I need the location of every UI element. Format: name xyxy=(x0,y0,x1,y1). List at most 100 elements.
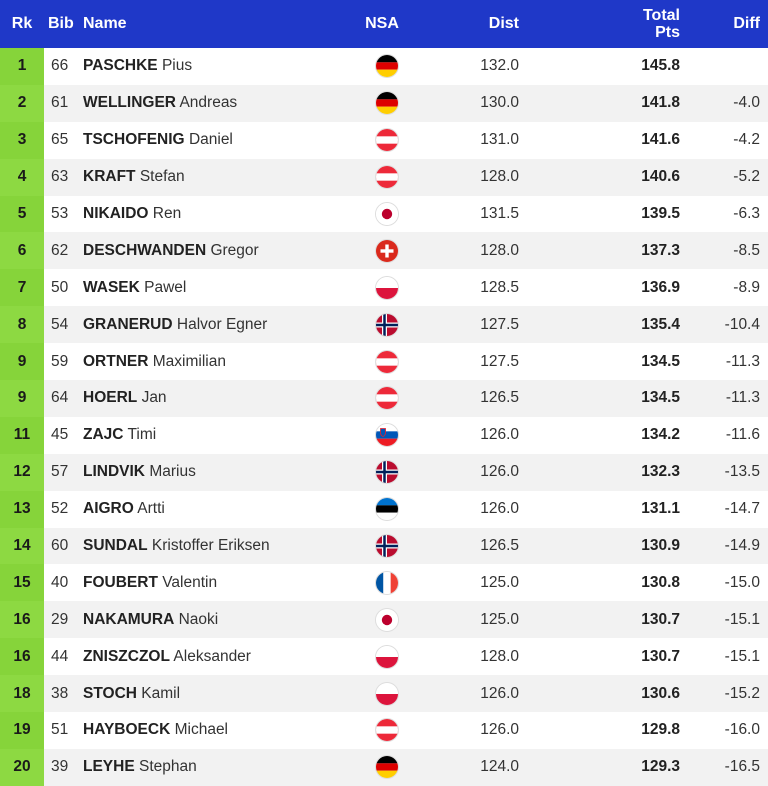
athlete-last-name: SUNDAL xyxy=(83,537,148,555)
nsa-cell xyxy=(340,417,420,454)
athlete-last-name: AIGRO xyxy=(83,500,134,518)
athlete-name[interactable]: GRANERUD Halvor Egner xyxy=(78,306,340,343)
table-row[interactable]: 2 61 WELLINGER Andreas 130.0 141.8 -4.0 xyxy=(0,84,768,122)
athlete-first-name: Ren xyxy=(152,205,182,222)
athlete-name[interactable]: ZNISZCZOL Aleksander xyxy=(78,638,340,675)
athlete-name[interactable]: AIGRO Artti xyxy=(78,491,340,528)
athlete-name[interactable]: DESCHWANDEN Gregor xyxy=(78,232,340,269)
diff-cell: -15.0 xyxy=(724,573,760,591)
distance-cell: 126.0 xyxy=(480,721,519,739)
rank-cell: 19 xyxy=(0,712,44,749)
table-row[interactable]: 5 53 NIKAIDO Ren 131.5 139.5 -6.3 xyxy=(0,195,768,233)
athlete-name[interactable]: WELLINGER Andreas xyxy=(78,85,340,122)
header-diff[interactable]: Diff xyxy=(733,15,760,32)
athlete-name[interactable]: TSCHOFENIG Daniel xyxy=(78,122,340,159)
table-row[interactable]: 3 65 TSCHOFENIG Daniel 131.0 141.6 -4.2 xyxy=(0,121,768,159)
bib-cell: 38 xyxy=(51,684,69,702)
nsa-cell xyxy=(340,196,420,233)
athlete-last-name: STOCH xyxy=(83,684,137,702)
table-row[interactable]: 11 45 ZAJC Timi 126.0 134.2 -11.6 xyxy=(0,416,768,454)
diff-cell: -15.1 xyxy=(724,610,760,628)
athlete-name[interactable]: SUNDAL Kristoffer Eriksen xyxy=(78,528,340,565)
diff-cell: -5.2 xyxy=(733,168,760,186)
table-row[interactable]: 14 60 SUNDAL Kristoffer Eriksen 126.5 130.9 -… xyxy=(0,527,768,565)
poland-flag-icon xyxy=(376,682,398,705)
bib-cell: 50 xyxy=(51,278,69,296)
norway-flag-icon xyxy=(376,535,398,558)
athlete-first-name: Timi xyxy=(127,426,157,444)
table-row[interactable]: 16 44 ZNISZCZOL Aleksander 128.0 130.7 -15.1 xyxy=(0,638,768,676)
table-row[interactable]: 6 62 DESCHWANDEN Gregor 128.0 137.3 -8.5 xyxy=(0,232,768,270)
nsa-cell xyxy=(340,491,420,528)
table-row[interactable]: 16 29 NAKAMURA Naoki 125.0 130.7 -15.1 xyxy=(0,601,768,639)
athlete-name[interactable]: ZAJC Timi xyxy=(78,417,340,454)
table-row[interactable]: 9 64 HOERL Jan 126.5 134.5 -11.3 xyxy=(0,380,768,417)
nsa-cell xyxy=(340,306,420,343)
bib-cell: 29 xyxy=(51,610,69,628)
table-row[interactable]: 13 52 AIGRO Artti 126.0 131.1 -14.7 xyxy=(0,490,768,528)
athlete-name[interactable]: STOCH Kamil xyxy=(78,675,340,712)
nsa-cell xyxy=(340,528,420,565)
table-row[interactable]: 20 39 LEYHE Stephan 124.0 129.3 -16.5 xyxy=(0,748,768,786)
bib-cell: 62 xyxy=(51,241,69,259)
athlete-last-name: FOUBERT xyxy=(83,573,158,591)
table-row[interactable]: 19 51 HAYBOECK Michael 126.0 129.8 -16.0 xyxy=(0,712,768,749)
athlete-name[interactable]: PASCHKE Pius xyxy=(78,48,340,85)
nsa-cell xyxy=(340,712,420,749)
estonia-flag-icon xyxy=(376,498,398,521)
athlete-last-name: DESCHWANDEN xyxy=(83,241,207,259)
rank-cell: 20 xyxy=(0,748,44,786)
nsa-cell xyxy=(340,269,420,306)
athlete-name[interactable]: HOERL Jan xyxy=(78,380,340,417)
table-row[interactable]: 4 63 KRAFT Stefan 128.0 140.6 -5.2 xyxy=(0,158,768,196)
poland-flag-icon xyxy=(376,276,398,299)
diff-cell: -13.5 xyxy=(724,463,760,481)
athlete-last-name: WASEK xyxy=(83,278,140,296)
distance-cell: 127.5 xyxy=(480,352,519,370)
rank-cell: 3 xyxy=(0,121,44,159)
total-points-cell: 141.6 xyxy=(641,131,680,149)
table-row[interactable]: 18 38 STOCH Kamil 126.0 130.6 -15.2 xyxy=(0,675,768,713)
nsa-cell xyxy=(340,159,420,196)
header-rank[interactable]: Rk xyxy=(11,15,33,32)
germany-flag-icon xyxy=(376,92,398,115)
header-distance[interactable]: Dist xyxy=(488,15,519,32)
athlete-first-name: Kristoffer Eriksen xyxy=(151,537,270,555)
athlete-first-name: Artti xyxy=(137,500,165,518)
bib-cell: 40 xyxy=(51,573,69,591)
header-total-points[interactable]: Total Pts xyxy=(545,0,696,48)
results-body: 1 66 PASCHKE Pius 132.0 145.8 2 61 WELLINGER An… xyxy=(0,48,768,786)
athlete-name[interactable]: FOUBERT Valentin xyxy=(78,564,340,601)
table-row[interactable]: 1 66 PASCHKE Pius 132.0 145.8 xyxy=(0,48,768,85)
diff-cell xyxy=(696,48,768,85)
athlete-name[interactable]: KRAFT Stefan xyxy=(78,159,340,196)
header-name[interactable]: Name xyxy=(83,15,127,32)
table-row[interactable]: 7 50 WASEK Pawel 128.5 136.9 -8.9 xyxy=(0,269,768,307)
rank-cell: 9 xyxy=(0,343,44,381)
athlete-name[interactable]: NAKAMURA Naoki xyxy=(78,601,340,638)
rank-cell: 15 xyxy=(0,564,44,602)
diff-cell: -16.5 xyxy=(724,758,760,776)
nsa-cell xyxy=(340,454,420,491)
athlete-name[interactable]: LEYHE Stephan xyxy=(78,749,340,786)
total-points-cell: 129.3 xyxy=(641,758,680,776)
table-row[interactable]: 9 59 ORTNER Maximilian 127.5 134.5 -11.3 xyxy=(0,343,768,381)
athlete-name[interactable]: ORTNER Maximilian xyxy=(78,343,340,380)
athlete-name[interactable]: NIKAIDO Ren xyxy=(78,196,340,233)
athlete-last-name: NAKAMURA xyxy=(83,610,175,628)
table-row[interactable]: 15 40 FOUBERT Valentin 125.0 130.8 -15.0 xyxy=(0,564,768,602)
header-nsa[interactable]: NSA xyxy=(365,15,399,32)
table-row[interactable]: 8 54 GRANERUD Halvor Egner 127.5 135.4 -10.4 xyxy=(0,306,768,344)
athlete-name[interactable]: WASEK Pawel xyxy=(78,269,340,306)
distance-cell: 126.0 xyxy=(480,500,519,518)
header-bib[interactable]: Bib xyxy=(48,15,74,32)
diff-cell: -4.2 xyxy=(733,131,760,149)
table-row[interactable]: 12 57 LINDVIK Marius 126.0 132.3 -13.5 xyxy=(0,453,768,491)
total-points-cell: 132.3 xyxy=(641,463,680,481)
diff-cell: -6.3 xyxy=(733,205,760,222)
distance-cell: 128.0 xyxy=(480,647,519,665)
athlete-name[interactable]: LINDVIK Marius xyxy=(78,454,340,491)
nsa-cell xyxy=(340,122,420,159)
athlete-name[interactable]: HAYBOECK Michael xyxy=(78,712,340,749)
diff-cell: -8.5 xyxy=(733,241,760,259)
